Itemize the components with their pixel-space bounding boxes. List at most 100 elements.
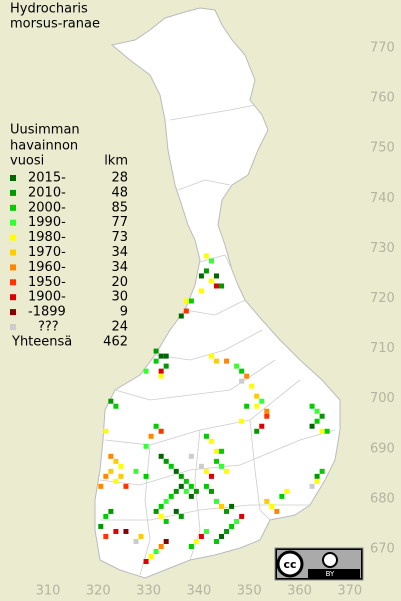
grid-square: [229, 503, 235, 509]
grid-square: [314, 478, 320, 484]
grid-square: [163, 538, 169, 544]
grid-square: [98, 523, 104, 529]
legend-total: 462: [103, 334, 128, 349]
legend-label: 1950-: [28, 275, 66, 290]
legend-swatch: [10, 189, 16, 196]
grid-square: [183, 488, 189, 494]
grid-square: [213, 358, 219, 364]
legend-label: 1900-: [28, 290, 66, 305]
grid-square: [208, 258, 214, 264]
grid-square: [168, 463, 174, 469]
legend-swatch: [10, 204, 16, 211]
grid-square: [153, 549, 159, 554]
grid-square: [219, 533, 225, 539]
grid-square: [224, 468, 230, 474]
grid-square: [188, 453, 194, 459]
legend-count: 20: [111, 275, 128, 290]
cc-icon: [276, 550, 304, 578]
records: [98, 253, 330, 565]
legend-swatch: [10, 249, 16, 256]
title-line: Hydrocharis: [10, 2, 88, 17]
grid-square: [158, 503, 164, 509]
legend-swatch: [10, 234, 16, 241]
grid-square: [309, 423, 315, 429]
grid-square: [224, 508, 230, 514]
grid-square: [319, 413, 325, 419]
legend-label: 1960-: [28, 260, 66, 275]
legend-swatch: [10, 219, 16, 226]
grid-square: [163, 498, 169, 504]
grid-square: [178, 483, 184, 489]
grid-square: [314, 473, 320, 479]
title-line: morsus-ranae: [10, 17, 100, 32]
grid-square: [319, 468, 325, 474]
grid-square: [143, 473, 149, 479]
grid-square: [188, 493, 194, 499]
grid-square: [103, 513, 109, 519]
grid-square: [249, 383, 255, 389]
grid-square: [213, 283, 219, 289]
grid-square: [244, 373, 250, 379]
grid-square: [153, 358, 159, 364]
grid-square: [213, 273, 219, 279]
x-axis-label: 330: [136, 584, 161, 599]
legend-count: 24: [111, 320, 128, 335]
grid-square: [314, 408, 320, 414]
legend-count: 34: [111, 245, 128, 260]
grid-square: [153, 423, 159, 429]
grid-square: [183, 298, 189, 304]
grid-square: [158, 453, 164, 459]
legend-label: 1980-: [28, 230, 66, 245]
grid-square: [153, 348, 159, 354]
y-axis-label: 770: [370, 41, 395, 56]
grid-square: [118, 463, 124, 469]
grid-square: [168, 493, 174, 499]
grid-square: [239, 513, 245, 519]
grid-square: [208, 488, 214, 494]
grid-square: [188, 483, 194, 489]
grid-square: [108, 453, 114, 459]
grid-square: [264, 498, 270, 504]
legend-count: 85: [111, 200, 128, 215]
grid-square: [279, 493, 285, 499]
grid-square: [319, 428, 325, 434]
grid-square: [219, 503, 225, 509]
legend-swatch: [10, 264, 16, 271]
grid-square: [163, 518, 169, 524]
grid-square: [208, 353, 214, 359]
grid-square: [133, 468, 139, 474]
grid-square: [244, 403, 250, 409]
grid-square: [108, 468, 114, 474]
grid-square: [219, 283, 225, 289]
grid-square: [173, 488, 179, 494]
cc-text: cc: [283, 558, 296, 571]
y-axis-label: 740: [370, 191, 395, 206]
grid-square: [158, 368, 164, 374]
legend-heading: havainnon: [10, 139, 78, 154]
y-axis-label: 710: [370, 341, 395, 356]
legend-swatch: [10, 309, 16, 316]
y-axis-label: 720: [370, 291, 395, 306]
grid-square: [113, 458, 119, 464]
x-axis-label: 310: [36, 584, 61, 599]
grid-square: [103, 473, 109, 479]
grid-square: [178, 313, 184, 319]
grid-square: [213, 538, 219, 544]
grid-square: [173, 508, 179, 514]
grid-square: [264, 413, 270, 419]
legend-count: 77: [111, 215, 128, 230]
legend-label: 1990-: [28, 215, 66, 230]
grid-square: [203, 268, 209, 274]
grid-square: [309, 403, 315, 409]
x-axis-label: 350: [237, 584, 262, 599]
legend-heading: vuosi: [10, 154, 44, 169]
x-axis-label: 360: [287, 584, 312, 599]
grid-square: [113, 478, 119, 484]
grid-square: [254, 428, 260, 434]
grid-square: [198, 533, 204, 539]
legend-count: 9: [120, 305, 128, 320]
grid-square: [259, 398, 265, 404]
grid-square: [183, 308, 189, 314]
